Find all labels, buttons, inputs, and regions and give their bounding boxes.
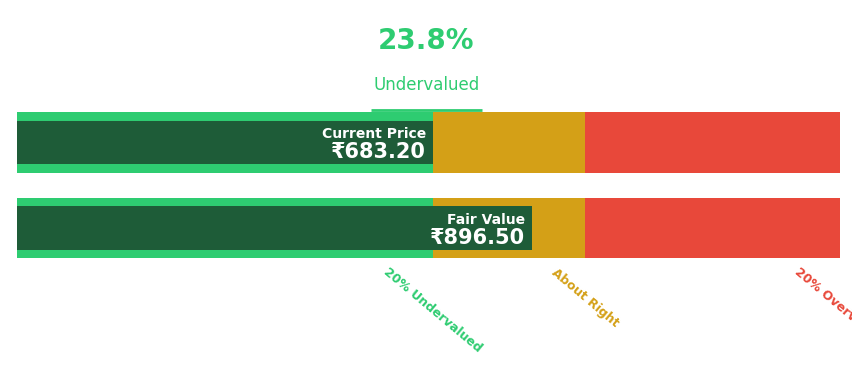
- Bar: [584, 198, 839, 258]
- Text: ₹896.50: ₹896.50: [429, 228, 524, 247]
- Bar: [17, 121, 432, 164]
- Text: Current Price: Current Price: [321, 127, 425, 141]
- Bar: [432, 112, 584, 173]
- Text: 23.8%: 23.8%: [377, 27, 475, 55]
- Text: ₹683.20: ₹683.20: [331, 142, 425, 162]
- Text: 20% Undervalued: 20% Undervalued: [381, 266, 484, 355]
- Bar: [584, 112, 839, 173]
- Text: 20% Overvalued: 20% Overvalued: [792, 266, 852, 350]
- Bar: [17, 198, 432, 258]
- Text: Undervalued: Undervalued: [373, 76, 479, 94]
- Bar: [17, 112, 432, 173]
- Bar: [432, 198, 584, 258]
- Bar: [17, 206, 531, 250]
- Text: Fair Value: Fair Value: [446, 213, 524, 226]
- Text: About Right: About Right: [548, 266, 620, 329]
